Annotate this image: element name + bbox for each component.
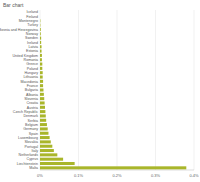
bar [40,15,41,18]
bar [40,41,41,44]
bar [40,84,43,87]
bar [40,110,45,113]
x-axis [40,170,194,171]
bar [40,11,41,14]
bar [40,114,46,117]
bar [40,153,57,156]
bar [40,88,43,91]
grid-line [194,10,195,170]
bar [40,50,42,53]
bar [40,80,43,83]
tick-label: 0.4% [189,173,199,178]
bar [40,71,43,74]
bar [40,149,54,152]
bar [40,123,47,126]
bar [40,162,75,165]
bar [40,136,50,139]
bar [40,158,63,161]
bar [40,19,41,22]
bar [40,166,186,169]
title: Bar chart [3,2,24,8]
bar [40,45,42,48]
tick-label: 0.1% [74,173,84,178]
bar [40,32,41,35]
bar [40,101,45,104]
bar [40,63,42,66]
tick-label: 0.2% [112,173,122,178]
bar [40,127,48,130]
bar [40,93,44,96]
bar [40,28,41,31]
tick-label: 0.3% [151,173,161,178]
bar [40,119,46,122]
bar [40,67,42,70]
bars [40,19,186,169]
bar [40,58,42,61]
bar [40,145,52,148]
bar [40,54,42,57]
bar [40,24,41,27]
bar [40,132,48,135]
grid-line [155,10,156,170]
grid-line [117,10,118,170]
category-label: Malta [29,166,38,170]
chart: Bar chart0%0.1%0.2%0.3%0.4%IcelandFinlan… [0,0,200,182]
bar [40,37,41,40]
bar [40,76,43,79]
grid-line [78,10,79,170]
bar [40,97,44,100]
tick-label: 0% [37,173,43,178]
bar [40,106,45,109]
bar [40,140,51,143]
